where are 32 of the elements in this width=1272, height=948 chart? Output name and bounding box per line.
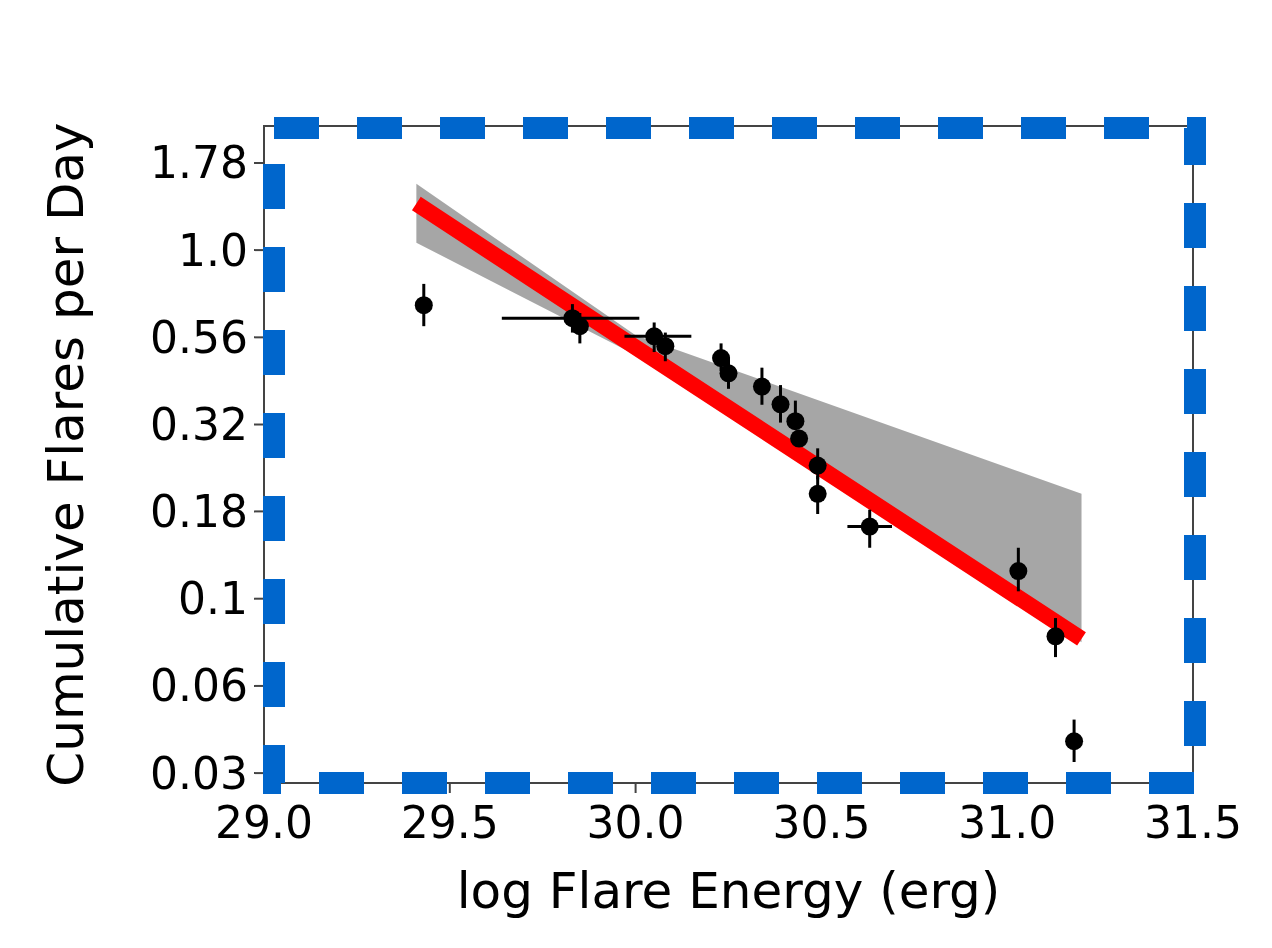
- y-tick-label: 1.78: [150, 137, 248, 189]
- point: [645, 327, 664, 346]
- y-tick-label: 0.06: [150, 660, 248, 712]
- x-tick-label: 30.5: [772, 797, 871, 848]
- point: [1046, 627, 1065, 646]
- point: [860, 517, 879, 536]
- point: [786, 412, 805, 431]
- x-axis-title: log Flare Energy (erg): [456, 862, 1001, 920]
- point: [808, 484, 827, 503]
- point: [808, 456, 827, 475]
- point: [790, 429, 809, 448]
- y-tick-label: 1.0: [178, 224, 248, 276]
- y-tick-label: 0.56: [150, 311, 248, 363]
- point: [771, 395, 790, 414]
- point: [656, 337, 675, 356]
- y-tick-label: 0.03: [150, 747, 248, 799]
- y-tick-label: 0.18: [150, 485, 248, 537]
- point: [712, 349, 731, 368]
- x-tick-label: 31.5: [1144, 797, 1242, 848]
- point: [414, 296, 433, 315]
- y-tick-label: 0.32: [150, 398, 248, 450]
- point: [752, 377, 771, 396]
- x-tick-label: 29.0: [215, 797, 313, 848]
- y-tick-label: 0.1: [178, 573, 248, 625]
- point: [1065, 732, 1084, 751]
- point: [570, 317, 589, 336]
- point: [719, 364, 738, 383]
- x-tick-label: 30.0: [586, 797, 685, 848]
- x-tick-label: 29.5: [400, 797, 499, 848]
- x-tick-label: 31.0: [958, 797, 1057, 848]
- point: [1009, 562, 1028, 581]
- y-axis-title: Cumulative Flares per Day: [37, 122, 95, 787]
